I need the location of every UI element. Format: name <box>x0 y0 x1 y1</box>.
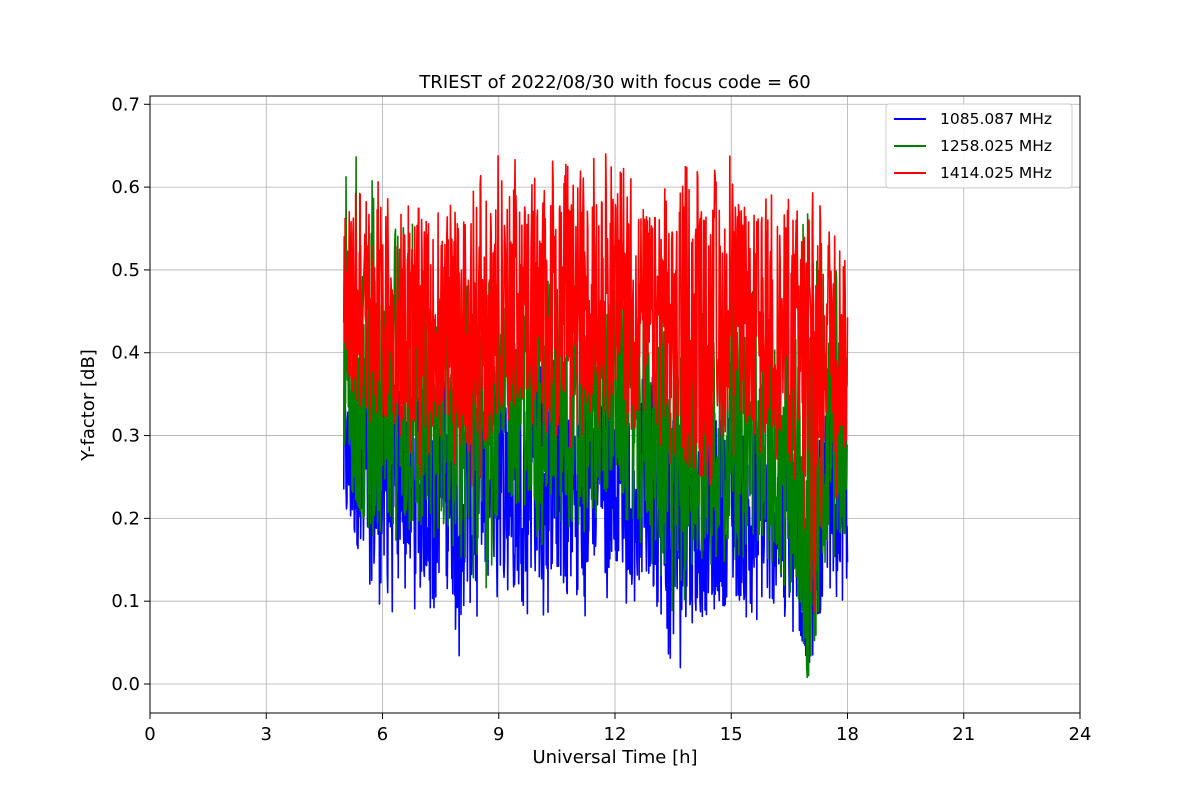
x-tick-label: 18 <box>836 724 859 745</box>
x-tick-label: 15 <box>720 724 743 745</box>
x-tick-label: 21 <box>952 724 975 745</box>
x-tick-label: 3 <box>261 724 272 745</box>
legend-entry-label: 1414.025 MHz <box>940 164 1052 182</box>
axis-ticks: 0 3 6 9 12 15 18 21 24 0.0 0.1 0.2 0.3 0.4 0.5 0.6 0.7 <box>111 94 1091 745</box>
chart-title: TRIEST of 2022/08/30 with focus code = 6… <box>418 72 810 93</box>
data-series <box>342 153 849 679</box>
legend-box <box>885 103 1073 189</box>
x-tick-label: 9 <box>493 724 504 745</box>
legend-entry-label: 1258.025 MHz <box>940 137 1052 155</box>
y-tick-label: 0.4 <box>111 343 140 364</box>
y-axis-label: Y-factor [dB] <box>78 349 99 462</box>
y-tick-label: 0.7 <box>111 94 140 115</box>
x-tick-label: 24 <box>1069 724 1092 745</box>
y-tick-label: 0.0 <box>111 674 140 695</box>
y-tick-label: 0.5 <box>111 260 140 281</box>
y-tick-label: 0.2 <box>111 508 140 529</box>
x-tick-label: 6 <box>377 724 388 745</box>
legend: 1085.087 MHz 1258.025 MHz 1414.025 MHz <box>885 103 1073 189</box>
x-axis-label: Universal Time [h] <box>532 747 697 768</box>
y-tick-label: 0.1 <box>111 591 140 612</box>
y-tick-label: 0.3 <box>111 426 140 447</box>
x-tick-label: 0 <box>144 724 155 745</box>
series-line-1 <box>342 351 849 670</box>
x-tick-label: 12 <box>604 724 627 745</box>
series-line-3 <box>342 153 849 613</box>
y-tick-label: 0.6 <box>111 177 140 198</box>
legend-entry-label: 1085.087 MHz <box>940 110 1052 128</box>
